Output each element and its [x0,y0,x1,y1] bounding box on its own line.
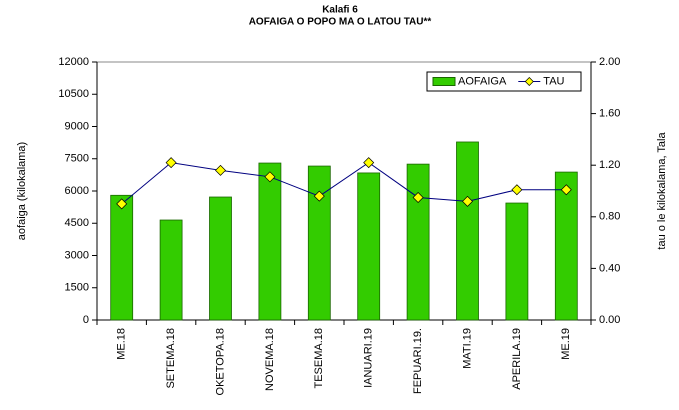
y-tick-label: 9000 [65,120,89,132]
marker [412,191,424,203]
y2-tick-label: 0.80 [599,211,620,223]
y2-axis-label: tau o le kilokalama, Tala [656,132,668,250]
x-tick-label: FEPUARI.19. [412,328,424,394]
y2-tick-label: 0.00 [599,314,620,326]
y-tick-label: 10500 [58,88,89,100]
marker [264,171,276,183]
bar [258,162,282,321]
y-axis-label: aofaiga (kilokalama) [16,142,28,240]
marker [511,184,523,196]
legend-swatch [432,77,456,86]
x-tick-label: MATI.19 [461,328,473,369]
y-tick-label: 4500 [65,217,89,229]
marker [462,195,473,207]
y-tick-label: 7500 [65,153,89,165]
bar [406,163,430,321]
y-tick-label: 1500 [65,282,89,294]
marker [215,164,226,176]
y-tick-label: 0 [83,314,89,326]
bar [554,171,578,321]
x-tick-label: NOVEMA.18 [264,328,276,391]
bar [209,196,232,321]
y2-tick-label: 1.20 [599,159,620,171]
x-tick-label: ME.18 [116,328,128,360]
line [121,162,567,205]
chart-title: Kalafi 6 [322,5,358,16]
y-tick-label: 3000 [65,249,89,261]
legend [426,71,582,92]
x-tick-label: OKETOPA.18 [214,328,226,395]
y2-tick-label: 1.60 [599,108,620,120]
x-tick-label: IANUARI.19 [363,328,375,388]
legend-label: AOFAIGA [458,75,507,87]
x-tick-label: TESEMA.18 [313,328,325,389]
legend-label: TAU [543,75,564,87]
bar [307,165,331,321]
y-tick-label: 12000 [58,56,89,68]
marker [313,190,325,202]
bar [110,194,134,321]
x-tick-label: SETEMA.18 [165,328,177,389]
marker [560,184,572,196]
chart-subtitle: AOFAIGA O POPO MA O LATOU TAU** [249,17,432,28]
x-tick-label: APERILA.19 [511,328,523,390]
marker [363,157,375,169]
legend-marker [524,77,534,86]
bar [159,219,183,321]
bar [505,202,529,321]
bar [456,141,479,321]
bar [357,172,381,321]
marker [116,198,128,210]
y2-tick-label: 0.40 [599,262,620,274]
marker [165,157,177,169]
y-tick-label: 6000 [65,185,89,197]
x-tick-label: ME.19 [560,328,572,360]
y2-tick-label: 2.00 [599,56,620,68]
